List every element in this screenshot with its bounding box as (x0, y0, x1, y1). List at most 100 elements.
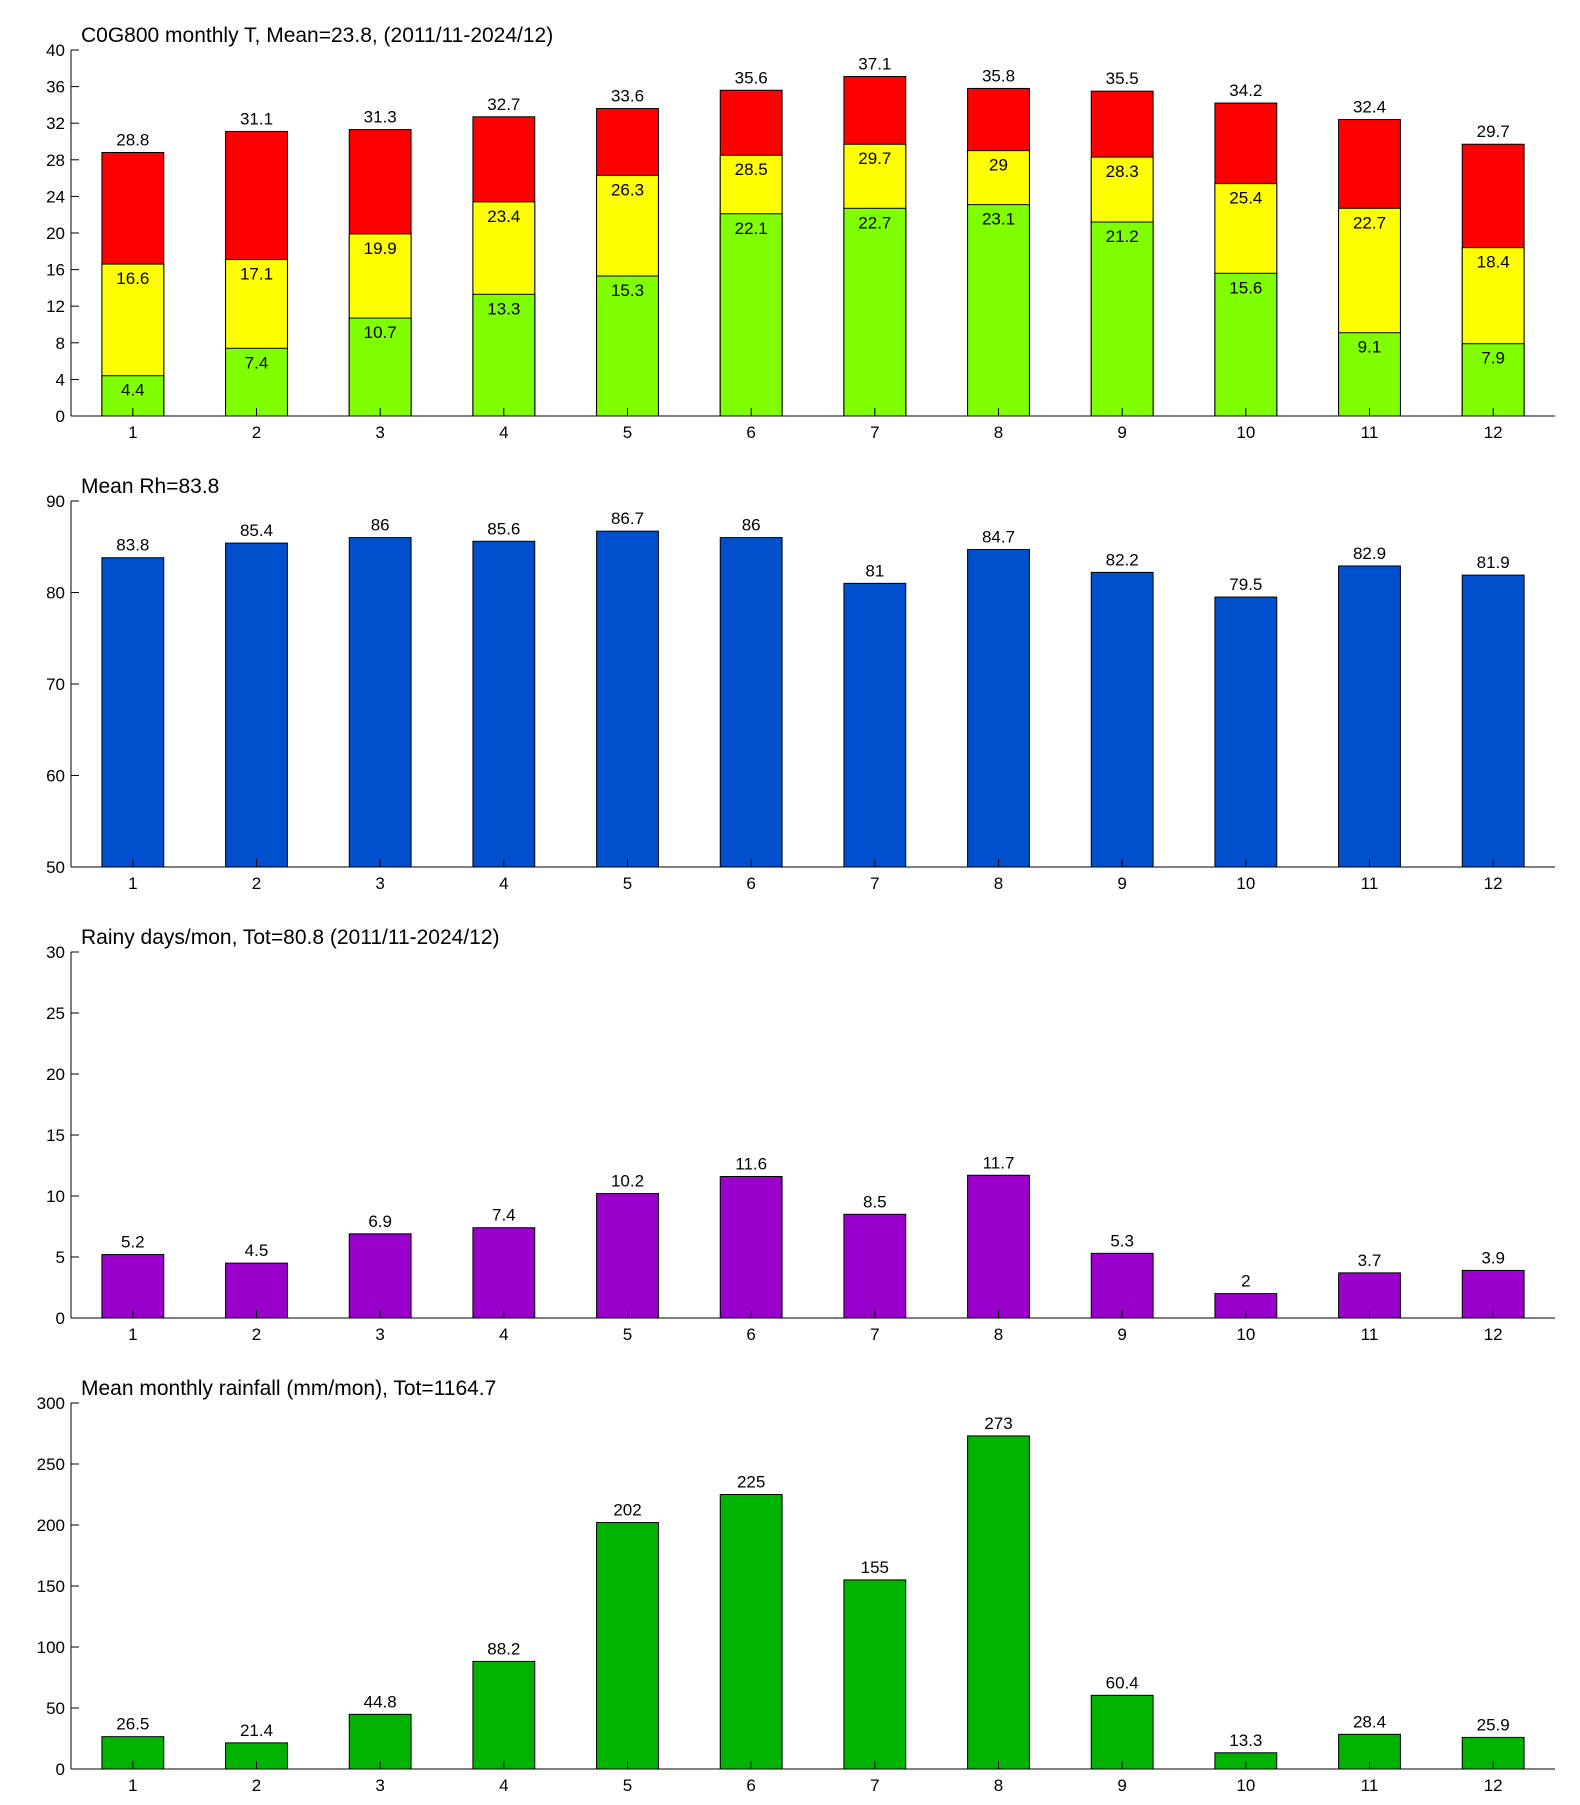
x-tick-label: 5 (623, 423, 632, 442)
x-tick-label: 1 (128, 874, 137, 893)
bar (719, 1175, 783, 1319)
value-label: 19.9 (364, 239, 397, 258)
y-tick-label: 20 (46, 1065, 65, 1084)
y-tick-label: 80 (46, 584, 65, 603)
value-label: 83.8 (116, 536, 149, 555)
bar (596, 530, 659, 868)
bar (348, 1233, 412, 1319)
value-label: 25.9 (1477, 1715, 1510, 1734)
x-tick-label: 11 (1361, 1325, 1379, 1344)
value-label: 81 (865, 561, 884, 580)
x-tick-label: 1 (128, 1325, 137, 1344)
value-label: 15.3 (611, 281, 644, 300)
value-label: 23.1 (982, 210, 1015, 229)
value-label: 6.9 (368, 1212, 392, 1231)
bar (1090, 571, 1154, 868)
y-tick-label: 70 (46, 675, 65, 694)
x-tick-label: 8 (994, 874, 1003, 893)
value-label: 82.2 (1106, 550, 1139, 569)
value-label: 10.2 (611, 1172, 644, 1191)
value-label: 29.7 (1477, 122, 1510, 141)
y-tick-label: 100 (37, 1638, 65, 1657)
bar (719, 537, 783, 868)
x-tick-label: 6 (746, 874, 755, 893)
value-label: 5.3 (1110, 1231, 1134, 1250)
bar (843, 207, 907, 417)
bar (596, 1193, 659, 1319)
value-label: 33.6 (611, 87, 644, 106)
value-label: 11.6 (735, 1154, 767, 1173)
x-tick-label: 3 (375, 1325, 384, 1344)
bar (472, 1227, 536, 1319)
y-tick-label: 10 (46, 1187, 65, 1206)
value-label: 32.7 (487, 95, 520, 114)
x-tick-label: 8 (994, 1776, 1003, 1795)
y-tick-label: 30 (46, 943, 65, 962)
chart-title: Mean Rh=83.8 (81, 475, 219, 498)
value-label: 7.9 (1481, 349, 1505, 368)
bar (225, 1262, 288, 1319)
value-label: 225 (737, 1473, 765, 1492)
y-tick-label: 5 (56, 1248, 65, 1267)
value-label: 3.9 (1481, 1248, 1505, 1267)
value-label: 2 (1241, 1272, 1250, 1291)
y-tick-label: 28 (46, 151, 65, 170)
bar (1338, 565, 1401, 868)
bar (101, 1736, 165, 1770)
x-tick-label: 1 (128, 1776, 137, 1795)
bar (1090, 1252, 1154, 1319)
y-tick-label: 200 (37, 1516, 65, 1535)
x-tick-label: 3 (375, 423, 384, 442)
x-tick-label: 4 (499, 874, 508, 893)
value-label: 32.4 (1353, 98, 1386, 117)
value-label: 29 (989, 156, 1008, 175)
value-label: 15.6 (1229, 278, 1262, 297)
y-tick-label: 12 (46, 297, 65, 316)
bar (225, 542, 288, 868)
value-label: 13.3 (1229, 1731, 1262, 1750)
value-label: 28.5 (735, 160, 768, 179)
x-tick-label: 8 (994, 423, 1003, 442)
x-tick-label: 7 (870, 874, 879, 893)
value-label: 8.5 (863, 1192, 887, 1211)
x-tick-label: 11 (1361, 423, 1379, 442)
y-tick-label: 24 (46, 187, 65, 206)
x-tick-label: 6 (746, 1325, 755, 1344)
y-tick-label: 15 (46, 1126, 65, 1145)
x-tick-label: 12 (1484, 1776, 1503, 1795)
bar (843, 582, 907, 868)
value-label: 25.4 (1229, 189, 1262, 208)
x-tick-label: 2 (252, 1325, 261, 1344)
bar (967, 548, 1030, 868)
bar (596, 1522, 659, 1770)
bar (1214, 596, 1278, 868)
value-label: 85.4 (240, 521, 273, 540)
x-tick-label: 4 (499, 1776, 508, 1795)
x-tick-label: 9 (1117, 874, 1126, 893)
value-label: 44.8 (364, 1692, 397, 1711)
bar (1461, 574, 1525, 868)
x-tick-label: 11 (1361, 874, 1379, 893)
value-label: 3.7 (1358, 1251, 1382, 1270)
bar (843, 1213, 907, 1319)
x-tick-label: 3 (375, 874, 384, 893)
x-tick-label: 10 (1236, 1776, 1255, 1795)
value-label: 22.7 (1353, 213, 1386, 232)
value-label: 28.4 (1353, 1712, 1386, 1731)
value-label: 5.2 (121, 1233, 145, 1252)
chart-title: Rainy days/mon, Tot=80.8 (2011/11-2024/1… (81, 926, 500, 949)
value-label: 86 (371, 516, 390, 535)
bar (472, 540, 536, 868)
x-tick-label: 11 (1361, 1776, 1379, 1795)
chart-title: C0G800 monthly T, Mean=23.8, (2011/11-20… (81, 24, 553, 47)
value-label: 21.4 (240, 1721, 273, 1740)
x-tick-label: 2 (252, 423, 261, 442)
value-label: 81.9 (1477, 553, 1510, 572)
y-tick-label: 0 (56, 1309, 65, 1328)
value-label: 31.3 (364, 108, 397, 127)
value-label: 34.2 (1229, 81, 1262, 100)
y-tick-label: 40 (46, 41, 65, 60)
value-label: 28.3 (1106, 162, 1139, 181)
value-label: 88.2 (487, 1639, 520, 1658)
bar (967, 1435, 1030, 1770)
